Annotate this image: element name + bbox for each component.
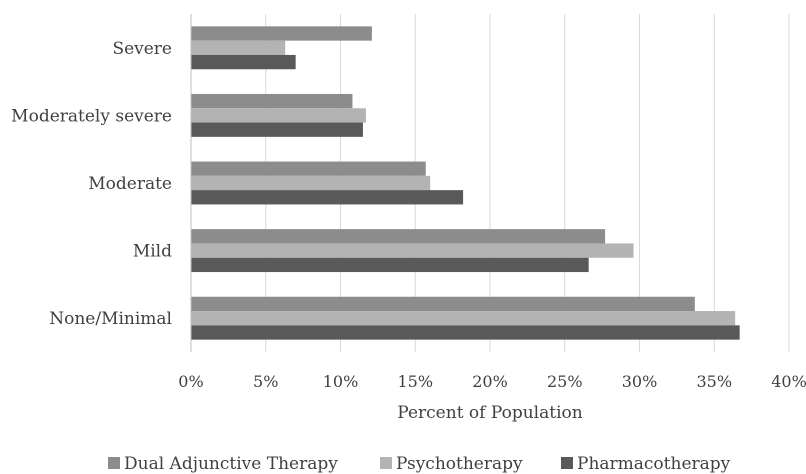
bar [191, 161, 426, 176]
category-label: Severe [112, 39, 172, 59]
legend-swatch [561, 457, 573, 469]
x-tick-label: 0% [178, 372, 203, 391]
bar [191, 229, 606, 244]
bar [191, 190, 464, 205]
x-tick-label: 35% [696, 372, 732, 391]
legend-label: Pharmacotherapy [577, 454, 731, 474]
legend-label: Dual Adjunctive Therapy [124, 454, 338, 474]
x-tick-label: 5% [253, 372, 278, 391]
bar [191, 311, 736, 326]
bar [191, 325, 740, 340]
category-label: None/Minimal [49, 309, 172, 329]
legend-label: Psychotherapy [396, 454, 523, 474]
bar [191, 296, 695, 312]
legend: Dual Adjunctive Therapy Psychotherapy Phar… [108, 454, 731, 474]
category-label: Mild [133, 242, 172, 262]
category-labels: None/Minimal Mild Moderate Moderately sever… [11, 39, 172, 329]
legend-swatch [380, 457, 392, 469]
x-tick-label: 20% [472, 372, 508, 391]
bar [191, 40, 286, 55]
category-label: Moderate [88, 174, 172, 194]
bars [191, 26, 740, 340]
bar [191, 26, 372, 41]
x-axis-title: Percent of Population [397, 403, 582, 423]
bar [191, 122, 363, 137]
x-tick-labels: 0% 5% 10% 15% 20% 25% 30% 35% 40% [178, 372, 806, 391]
x-tick-label: 15% [397, 372, 433, 391]
x-tick-label: 25% [547, 372, 583, 391]
bar [191, 175, 431, 191]
bar [191, 93, 353, 109]
bar [191, 257, 589, 273]
bar [191, 108, 366, 123]
x-tick-label: 40% [771, 372, 806, 391]
category-label: Moderately severe [11, 106, 172, 126]
legend-swatch [108, 457, 120, 469]
bar [191, 243, 634, 258]
x-tick-label: 30% [622, 372, 658, 391]
bar [191, 54, 296, 70]
x-tick-label: 10% [323, 372, 359, 391]
